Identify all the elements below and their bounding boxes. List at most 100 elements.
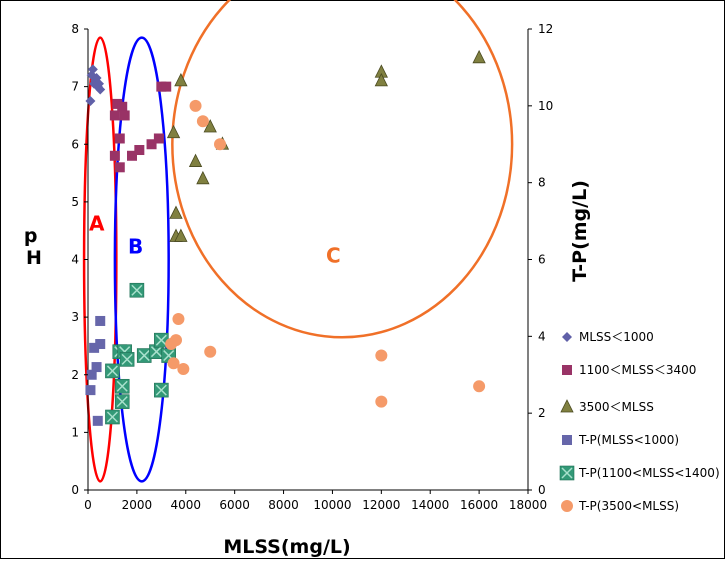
- data-point-series-4: [95, 315, 106, 326]
- y-axis-title-char-2: H: [26, 247, 42, 269]
- data-point-series-6: [204, 345, 217, 358]
- data-point-series-1: [87, 64, 98, 75]
- data-point-series-6: [172, 313, 185, 326]
- legend-marker-2: [562, 365, 572, 375]
- legend-item-label-5: T-P(1100<MLSS<1400): [578, 466, 720, 480]
- y-tick-label: 0: [71, 483, 79, 497]
- data-point-series-4: [85, 385, 96, 396]
- y-axis-title-char-1: p: [24, 225, 38, 247]
- zone-c-ellipse: [171, 0, 514, 339]
- data-point-series-2: [161, 81, 172, 92]
- legend-marker-6: [561, 500, 573, 512]
- data-point-series-1: [85, 96, 96, 107]
- data-point-series-2: [146, 139, 157, 150]
- legend-marker-4: [562, 435, 572, 445]
- data-point-series-2: [117, 101, 128, 112]
- data-point-series-2: [119, 110, 130, 121]
- legend-marker-1: [562, 332, 572, 342]
- x-tick-label: 6000: [219, 498, 250, 512]
- data-point-series-6: [375, 349, 388, 362]
- zone-a-label: A: [89, 212, 105, 236]
- data-point-series-3: [174, 72, 188, 87]
- y-axis-title: p H: [24, 225, 44, 269]
- data-point-series-6: [189, 99, 202, 112]
- data-point-series-4: [95, 339, 106, 350]
- data-point-series-5: [105, 363, 120, 379]
- legend-marker-3: [560, 399, 574, 413]
- x-tick-label: 18000: [509, 498, 547, 512]
- legend-marker-5: [559, 465, 575, 481]
- y-tick-label: 5: [71, 195, 79, 209]
- data-point-series-6: [473, 380, 486, 393]
- data-point-series-6: [214, 138, 226, 151]
- data-point-series-2: [127, 150, 137, 161]
- data-point-series-3: [196, 170, 210, 185]
- data-point-series-4: [92, 415, 103, 426]
- y-tick-label: 7: [71, 80, 79, 94]
- data-point-series-3: [188, 153, 203, 167]
- y-tick-label: 1: [71, 425, 79, 439]
- data-point-series-2: [114, 133, 125, 144]
- data-point-series-2: [114, 162, 125, 173]
- zone-b-label: B: [128, 235, 143, 259]
- x-axis-title: MLSS(mg/L): [223, 536, 350, 558]
- data-point-series-5: [136, 348, 152, 363]
- x-tick-label: 8000: [268, 498, 299, 512]
- right-tick-label: 12: [538, 22, 553, 36]
- data-point-series-6: [177, 362, 190, 375]
- data-point-series-5: [114, 394, 130, 409]
- legend-item-label-4: T-P(MLSS<1000): [578, 433, 679, 447]
- right-tick-label: 10: [538, 99, 553, 113]
- data-point-series-6: [196, 115, 209, 128]
- right-tick-label: 2: [538, 406, 546, 420]
- data-point-series-4: [89, 342, 100, 353]
- data-point-series-3: [166, 124, 181, 139]
- x-tick-label: 16000: [460, 498, 498, 512]
- data-point-series-5: [105, 409, 120, 425]
- data-point-series-6: [375, 395, 388, 408]
- right-tick-label: 8: [538, 176, 546, 190]
- x-tick-label: 14000: [411, 498, 449, 512]
- y-tick-label: 8: [71, 22, 79, 36]
- data-point-series-3: [203, 119, 217, 133]
- data-point-series-2: [109, 110, 120, 121]
- data-point-series-2: [153, 133, 164, 144]
- data-point-series-5: [129, 282, 145, 298]
- zone-b-ellipse: [113, 36, 170, 483]
- y-tick-label: 3: [71, 310, 79, 324]
- data-point-series-6: [170, 334, 182, 347]
- data-point-series-3: [174, 228, 188, 242]
- data-point-series-1: [95, 84, 106, 95]
- data-point-series-3: [169, 205, 183, 219]
- data-point-series-4: [91, 362, 102, 373]
- right-axis-title: T-P(mg/L): [569, 180, 591, 282]
- y-tick-label: 6: [71, 137, 79, 151]
- x-tick-label: 0: [84, 498, 92, 512]
- right-tick-label: 4: [538, 329, 546, 343]
- data-point-series-5: [149, 344, 164, 360]
- data-point-series-5: [154, 382, 169, 398]
- legend-item-label-2: 1100＜MLSS＜3400: [579, 363, 696, 377]
- data-point-series-3: [472, 49, 486, 64]
- y-tick-label: 2: [71, 368, 79, 382]
- data-point-series-3: [374, 72, 388, 87]
- data-point-series-2: [109, 150, 120, 161]
- x-tick-label: 2000: [122, 498, 153, 512]
- data-point-series-2: [134, 145, 145, 156]
- legend-item-label-3: 3500＜MLSS: [579, 400, 654, 414]
- x-tick-label: 12000: [362, 498, 400, 512]
- right-tick-label: 0: [538, 483, 546, 497]
- x-tick-label: 4000: [171, 498, 202, 512]
- zone-c-label: C: [326, 243, 341, 267]
- data-point-series-5: [119, 352, 135, 367]
- legend-item-label-1: MLSS＜1000: [579, 330, 654, 344]
- data-point-series-5: [114, 378, 130, 394]
- right-tick-label: 6: [538, 253, 546, 267]
- data-point-series-6: [167, 357, 180, 370]
- data-point-series-4: [86, 369, 97, 380]
- x-tick-label: 10000: [313, 498, 351, 512]
- y-tick-label: 4: [71, 253, 79, 267]
- legend-item-label-6: T-P(3500<MLSS): [578, 499, 679, 513]
